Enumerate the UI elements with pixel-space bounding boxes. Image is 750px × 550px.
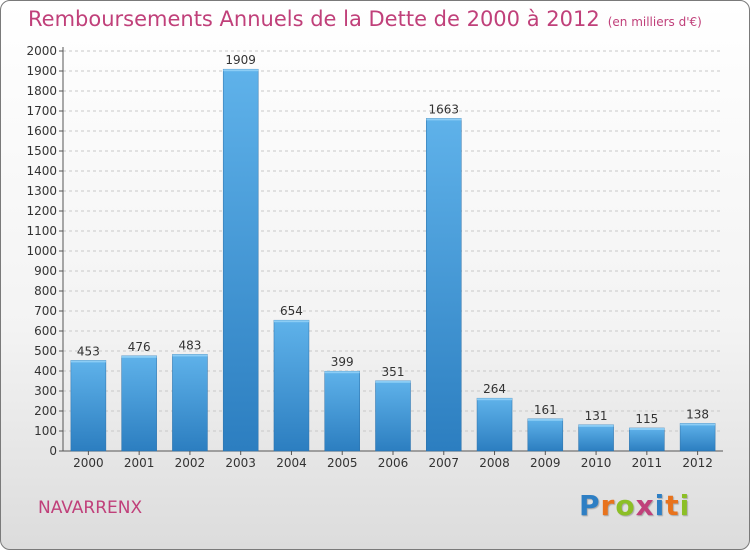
bar-highlight: [426, 118, 462, 121]
logo-letter: o: [615, 489, 636, 522]
bar-value-label: 351: [382, 365, 405, 379]
y-tick-label: 1000: [26, 244, 57, 258]
bar-value-label: 399: [331, 355, 354, 369]
x-tick-label: 2004: [276, 456, 307, 470]
bar: [222, 68, 259, 452]
bar-highlight: [324, 371, 360, 374]
y-tick-label: 1100: [26, 224, 57, 238]
bar: [172, 354, 208, 452]
x-tick-label: 2011: [632, 456, 663, 470]
bar: [70, 360, 107, 452]
logo-letter: r: [600, 489, 616, 522]
bar: [476, 397, 513, 452]
y-tick-label: 600: [34, 324, 57, 338]
bar-value-label: 654: [280, 304, 303, 318]
bar-highlight: [578, 424, 614, 427]
bar-highlight: [629, 428, 665, 430]
bar-highlight: [121, 355, 157, 358]
bar: [527, 418, 564, 452]
bar-value-label: 453: [77, 344, 100, 358]
bar-highlight: [273, 320, 309, 323]
bar-value-label: 483: [178, 338, 201, 352]
y-tick-label: 900: [34, 264, 57, 278]
bar: [121, 355, 157, 452]
x-tick-label: 2006: [378, 456, 409, 470]
town-name: NAVARRENX: [38, 498, 143, 518]
x-tick-label: 2000: [73, 456, 104, 470]
bar: [324, 370, 360, 452]
bar-value-label: 1909: [225, 53, 256, 67]
bar-highlight: [680, 423, 716, 426]
y-tick-label: 200: [34, 404, 57, 418]
bar: [679, 423, 716, 452]
bar-value-label: 476: [128, 340, 151, 354]
y-tick-label: 1700: [26, 104, 57, 118]
bar-highlight: [223, 69, 259, 72]
y-tick-label: 300: [34, 384, 57, 398]
bar: [629, 427, 665, 452]
x-tick-label: 2002: [175, 456, 206, 470]
y-tick-label: 1800: [26, 84, 57, 98]
y-tick-label: 100: [34, 424, 57, 438]
y-tick-label: 1600: [26, 124, 57, 138]
x-tick-label: 2008: [479, 456, 510, 470]
bar-highlight: [477, 398, 513, 401]
y-tick-label: 1300: [26, 184, 57, 198]
chart-title-text: Remboursements Annuels de la Dette de 20…: [28, 7, 600, 31]
x-tick-label: 2001: [124, 456, 155, 470]
y-tick-label: 500: [34, 344, 57, 358]
logo-letter: P: [579, 489, 601, 522]
bar-value-label: 161: [534, 403, 557, 417]
x-tick-label: 2007: [428, 456, 459, 470]
x-tick-label: 2005: [327, 456, 358, 470]
x-tick-label: 2003: [225, 456, 256, 470]
y-tick-label: 800: [34, 284, 57, 298]
bar-value-label: 138: [686, 407, 709, 421]
y-tick-label: 0: [49, 444, 57, 458]
bar-highlight: [70, 360, 106, 363]
bar-highlight: [375, 380, 411, 383]
bar-value-label: 1663: [428, 102, 459, 116]
y-tick-label: 700: [34, 304, 57, 318]
x-tick-label: 2010: [581, 456, 612, 470]
logo-letter: t: [665, 489, 680, 522]
y-tick-label: 1500: [26, 144, 57, 158]
y-tick-label: 1900: [26, 64, 57, 78]
bar-value-label: 131: [585, 409, 608, 423]
x-tick-label: 2009: [530, 456, 561, 470]
chart-title: Remboursements Annuels de la Dette de 20…: [28, 7, 702, 31]
bar: [426, 118, 462, 452]
logo-letter: i: [654, 489, 666, 522]
proxiti-logo: Proxiti: [579, 489, 690, 522]
bar: [375, 380, 411, 452]
bar-value-label: 264: [483, 382, 506, 396]
chart-unit-label: (en milliers d'€): [607, 15, 702, 29]
bar-highlight: [172, 354, 208, 357]
bar: [578, 424, 614, 452]
bar-highlight: [527, 418, 563, 421]
y-tick-label: 1200: [26, 204, 57, 218]
bar: [273, 319, 310, 452]
y-tick-label: 1400: [26, 164, 57, 178]
y-tick-label: 2000: [26, 44, 57, 58]
logo-letter: x: [635, 489, 655, 522]
y-tick-label: 400: [34, 364, 57, 378]
bar-value-label: 115: [635, 412, 658, 426]
x-tick-label: 2012: [682, 456, 713, 470]
logo-letter: i: [679, 489, 691, 522]
